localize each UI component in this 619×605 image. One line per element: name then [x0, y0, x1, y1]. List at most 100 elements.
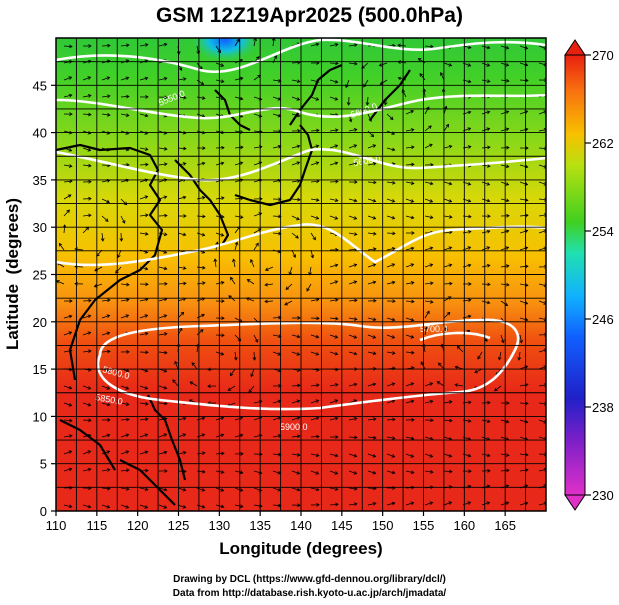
stream-arrowhead — [296, 216, 300, 221]
stream-arrowhead — [353, 232, 358, 236]
stream-arrowhead — [505, 501, 510, 506]
stream-arrow — [234, 96, 243, 100]
stream-arrow — [518, 351, 521, 360]
stream-arrow — [253, 334, 259, 343]
stream-arrow — [82, 450, 91, 455]
stream-arrow — [329, 417, 338, 421]
stream-arrow — [405, 502, 414, 506]
stream-arrowhead — [467, 110, 472, 115]
stream-arrow — [310, 453, 319, 457]
stream-arrow — [405, 351, 414, 354]
stream-arrowhead — [296, 97, 301, 101]
stream-arrow — [82, 315, 91, 319]
stream-arrow — [139, 418, 148, 421]
stream-arrow — [196, 232, 205, 236]
stream-arrow — [424, 125, 432, 132]
stream-arrow — [234, 38, 240, 47]
stream-arrowhead — [372, 161, 377, 166]
x-axis-ticks: 110 115 120 125 130 135 140 145 150 155 160 165 — [46, 511, 516, 533]
stream-arrowhead — [505, 45, 510, 50]
stream-arrow — [457, 346, 464, 353]
stream-arrowhead — [372, 144, 377, 148]
stream-arrowhead — [486, 110, 491, 115]
stream-arrow — [272, 79, 281, 82]
stream-arrow — [196, 417, 205, 421]
stream-arrow — [158, 451, 167, 455]
stream-arrow — [82, 504, 91, 508]
stream-arrowhead — [145, 417, 149, 422]
stream-arrowhead — [163, 433, 168, 437]
stream-arrow — [386, 113, 394, 120]
stream-arrowhead — [391, 280, 396, 285]
stream-arrow — [481, 436, 490, 441]
stream-arrowhead — [106, 76, 111, 80]
stream-arrow — [139, 232, 148, 235]
stream-arrowhead — [315, 42, 320, 47]
stream-arrow — [367, 198, 376, 202]
stream-arrowhead — [125, 368, 130, 373]
stream-arrowhead — [174, 360, 178, 365]
stream-arrowhead — [125, 113, 130, 117]
stream-arrow — [367, 248, 376, 251]
stream-arrowhead — [315, 487, 320, 492]
stream-arrowhead — [106, 199, 110, 204]
stream-arrow — [424, 106, 430, 115]
stream-arrowhead — [191, 362, 196, 366]
stream-arrowhead — [411, 417, 415, 422]
stream-arrow — [519, 469, 528, 472]
y-tick-label: 25 — [33, 268, 47, 283]
stream-arrow — [158, 314, 167, 319]
stream-arrowhead — [239, 433, 244, 438]
stream-arrowhead — [486, 453, 491, 458]
stream-arrowhead — [429, 263, 434, 267]
credit-drawing: Drawing by DCL (https://www.gfd-dennou.o… — [173, 574, 446, 585]
stream-arrow — [367, 263, 376, 268]
stream-arrowhead — [353, 335, 358, 339]
stream-arrowhead — [372, 417, 377, 422]
stream-arrowhead — [163, 266, 168, 271]
stream-arrow — [481, 128, 490, 132]
stream-arrow — [101, 95, 110, 98]
stream-arrowhead — [125, 505, 130, 509]
x-axis-label: Longitude (degrees) — [219, 539, 382, 558]
stream-arrowhead — [410, 470, 415, 475]
stream-arrowhead — [246, 279, 251, 283]
stream-arrowhead — [163, 505, 168, 509]
stream-arrowhead — [312, 236, 316, 241]
stream-arrow — [481, 79, 490, 82]
stream-arrowhead — [106, 59, 111, 64]
stream-arrow — [291, 435, 300, 438]
stream-arrowhead — [449, 418, 453, 423]
stream-arrow — [419, 73, 426, 81]
stream-arrowhead — [68, 504, 73, 509]
stream-arrowhead — [373, 231, 377, 236]
stream-arrowhead — [88, 418, 92, 423]
stream-arrow — [196, 297, 205, 302]
stream-arrowhead — [334, 79, 339, 84]
stream-arrowhead — [410, 501, 415, 506]
stream-arrow — [386, 334, 395, 339]
stream-arrowhead — [411, 350, 415, 355]
stream-arrow — [177, 433, 186, 438]
stream-arrow — [247, 279, 255, 285]
stream-arrow — [519, 128, 528, 132]
stream-arrow — [177, 451, 186, 455]
stream-arrowhead — [252, 357, 257, 361]
stream-arrow — [228, 385, 236, 391]
stream-arrowhead — [391, 199, 396, 203]
stream-arrow — [437, 381, 445, 387]
stream-arrow — [405, 436, 414, 440]
stream-arrow — [272, 145, 281, 149]
stream-arrowhead — [334, 216, 339, 220]
stream-arrowhead — [189, 381, 194, 385]
stream-arrow — [158, 487, 167, 491]
stream-arrowhead — [296, 487, 301, 492]
stream-arrow — [519, 79, 529, 82]
stream-arrowhead — [297, 383, 301, 388]
stream-arrowhead — [239, 504, 244, 509]
stream-arrow — [214, 259, 217, 268]
stream-arrow — [329, 399, 338, 404]
stream-arrow — [139, 332, 148, 336]
stream-arrowhead — [163, 131, 168, 135]
stream-arrowhead — [202, 214, 206, 219]
